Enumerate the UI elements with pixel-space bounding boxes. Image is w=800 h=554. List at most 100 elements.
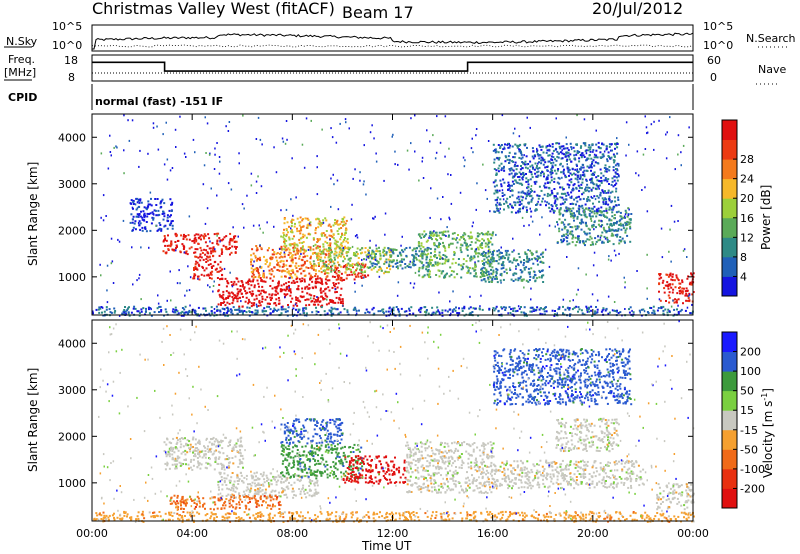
power-features-cell	[271, 279, 274, 282]
power-features-speckle	[593, 153, 596, 156]
power-features-speckle	[110, 154, 112, 157]
power-features-cell	[259, 292, 262, 295]
power-features-cell	[535, 277, 538, 280]
power-features-speckle	[209, 286, 211, 289]
power-features-cell	[341, 234, 343, 236]
power-features-cell	[608, 311, 611, 314]
power-features-cell	[266, 296, 269, 299]
power-features-cell	[261, 309, 264, 312]
power-features-cell	[163, 235, 166, 237]
power-features-cell	[587, 190, 590, 193]
power-features-cell	[297, 265, 300, 267]
power-features-cell	[590, 189, 593, 192]
power-features-cell	[525, 155, 528, 158]
power-features-cell	[568, 308, 571, 311]
power-features-cell	[536, 150, 538, 153]
power-features-speckle	[541, 216, 543, 219]
power-features-cell	[338, 253, 341, 256]
power-features-cell	[95, 308, 98, 311]
power-features-cell	[560, 221, 563, 224]
velocity-features-cell	[238, 492, 241, 495]
power-features-cell	[289, 294, 292, 297]
power-features-speckle	[502, 198, 505, 201]
power-features-speckle	[326, 298, 328, 301]
power-features-cell	[311, 311, 314, 314]
power-features-cell	[331, 264, 334, 267]
power-features-cell	[585, 305, 588, 308]
power-features-cell	[390, 310, 393, 313]
power-features-cell	[316, 245, 319, 248]
power-features-speckle	[203, 164, 206, 167]
power-features-cell	[103, 310, 106, 313]
power-features-cell	[224, 277, 227, 280]
power-features-cell	[491, 279, 494, 282]
power-features-cell	[569, 313, 572, 316]
power-features-cell	[688, 299, 691, 302]
power-features-cell	[248, 280, 250, 282]
power-features-cell	[656, 309, 659, 312]
power-features-cell	[250, 305, 253, 308]
power-features-cell	[622, 224, 625, 227]
power-features-cell	[423, 274, 426, 277]
power-features-cell	[230, 291, 233, 294]
power-features-speckle	[286, 138, 288, 141]
power-features-cell	[182, 244, 185, 247]
power-features-cell	[537, 258, 539, 261]
power-features-speckle	[157, 294, 159, 297]
power-features-cell	[449, 242, 452, 245]
power-features-cell	[538, 257, 541, 260]
power-features-speckle	[394, 163, 396, 166]
power-features-cell	[492, 250, 494, 253]
power-features-cell	[417, 254, 420, 257]
power-features-cell	[291, 258, 294, 261]
power-features-cell	[312, 248, 315, 251]
power-features-speckle	[227, 130, 230, 132]
power-features-cell	[476, 235, 479, 238]
power-features-cell	[551, 191, 554, 194]
power-features-cell	[269, 257, 272, 260]
power-features-speckle	[616, 137, 618, 140]
velocity-features-cell	[250, 484, 253, 487]
power-features-cell	[599, 156, 602, 159]
velocity-features-cell	[210, 450, 212, 453]
power-features-cell	[470, 247, 473, 250]
power-features-cell	[314, 229, 317, 232]
power-features-cell	[509, 189, 512, 192]
power-features-cell	[529, 178, 532, 181]
power-features-cell	[368, 311, 371, 314]
power-features-cell	[583, 210, 586, 213]
power-features-cell	[245, 281, 248, 284]
power-features-speckle	[534, 258, 537, 261]
power-features-cell	[280, 312, 283, 315]
power-features-cell	[284, 275, 286, 278]
power-features-cell	[517, 191, 520, 194]
power-features-cell	[389, 265, 392, 268]
power-features-cell	[488, 273, 490, 276]
power-features-speckle	[523, 224, 525, 227]
power-features-cell	[482, 266, 485, 269]
power-features-speckle	[544, 248, 547, 251]
power-features-cell	[372, 257, 375, 260]
power-features-speckle	[644, 115, 646, 118]
power-features-cell	[317, 262, 320, 264]
power-features-speckle	[289, 276, 291, 279]
y-tick-label: 4000	[58, 131, 86, 144]
power-features-cell	[473, 255, 476, 258]
power-features-cell	[404, 266, 407, 269]
velocity-features-cell	[278, 494, 281, 497]
freq-tick-top: 18	[64, 54, 78, 67]
power-features-speckle	[448, 216, 450, 219]
power-features-cell	[131, 221, 134, 224]
power-features-cell	[152, 218, 155, 221]
power-features-cell	[586, 170, 589, 172]
power-features-cell	[559, 186, 562, 189]
power-features-cell	[585, 233, 588, 236]
power-features-cell	[358, 309, 360, 312]
power-features-cell	[572, 188, 575, 191]
power-features-cell	[174, 233, 177, 236]
power-features-cell	[455, 306, 457, 309]
power-features-cell	[458, 238, 461, 241]
power-features-cell	[569, 210, 572, 213]
power-features-speckle	[627, 214, 630, 217]
power-features-cell	[332, 237, 335, 240]
